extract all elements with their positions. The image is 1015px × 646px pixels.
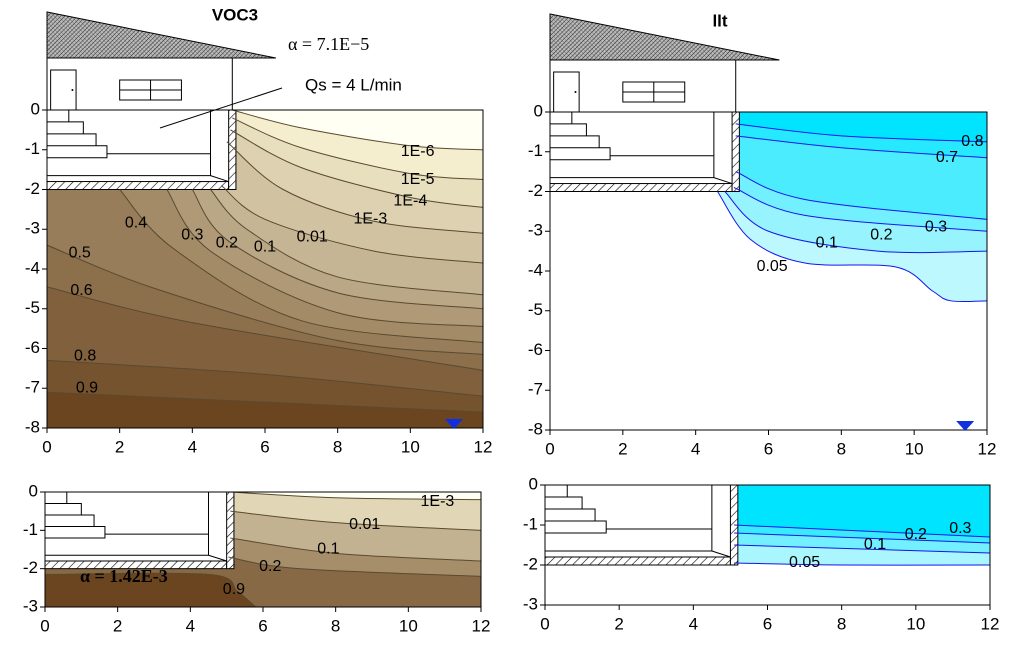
y-tick-label: -1 — [23, 520, 38, 539]
contour-label: 1E-6 — [401, 143, 435, 160]
contour-label: 0.2 — [870, 226, 892, 243]
y-tick-label: -7 — [25, 378, 40, 397]
y-tick-label: -6 — [25, 338, 40, 357]
x-tick-label: 12 — [474, 437, 493, 456]
contour-label: 1E-3 — [421, 493, 455, 510]
y-tick-label: 0 — [29, 481, 38, 500]
page: 1E-6 1E-5 1E-4 1E-3 0.01 0.1 0.2 0.3 0.4 0.5 0.6 0.… — [0, 0, 1015, 646]
x-tick-label: 2 — [614, 614, 623, 633]
x-tick-label: 0 — [545, 439, 554, 458]
y-tick-label: -2 — [528, 181, 543, 200]
x-tick-label: 6 — [258, 616, 267, 635]
annotation: Qs = 4 L/min — [305, 75, 402, 94]
contour-label: 0.9 — [76, 379, 98, 396]
y-tick-label: -1 — [25, 139, 40, 158]
x-tick-label: 12 — [981, 614, 1000, 633]
y-tick-label: -8 — [25, 417, 40, 436]
x-tick-label: 0 — [40, 616, 49, 635]
contour-label: 0.01 — [297, 228, 328, 245]
x-tick-label: 6 — [763, 614, 772, 633]
y-tick-label: -1 — [523, 514, 538, 533]
contour-label: 0.3 — [925, 218, 947, 235]
contour-label: 0.01 — [349, 516, 380, 533]
contour-label: 0.1 — [864, 536, 886, 553]
x-tick-label: 0 — [540, 614, 549, 633]
x-tick-label: 0 — [42, 437, 51, 456]
contour-label: 0.3 — [949, 520, 971, 537]
y-tick-label: -2 — [523, 554, 538, 573]
contour-label: 0.8 — [74, 348, 96, 365]
contour-label: 0.9 — [223, 581, 245, 598]
y-tick-label: -8 — [528, 419, 543, 438]
contour-label: 1E-5 — [401, 171, 435, 188]
contour-label: 0.1 — [317, 541, 339, 558]
y-tick-label: 0 — [529, 474, 538, 493]
y-tick-label: -4 — [528, 260, 543, 279]
x-tick-label: 8 — [837, 439, 846, 458]
x-tick-label: 10 — [401, 437, 420, 456]
contour-label: 0.05 — [757, 258, 788, 275]
x-tick-label: 10 — [906, 614, 925, 633]
door-knob — [574, 91, 576, 93]
y-tick-label: -5 — [25, 298, 40, 317]
contour-label: 0.2 — [905, 526, 927, 543]
y-tick-label: -3 — [528, 221, 543, 240]
contour-label: 0.7 — [936, 149, 958, 166]
x-tick-label: 10 — [399, 616, 418, 635]
x-tick-label: 4 — [186, 616, 195, 635]
x-tick-label: 12 — [472, 616, 491, 635]
contour-label: 0.1 — [254, 238, 276, 255]
y-tick-label: -3 — [23, 596, 38, 615]
annotation: α = 1.42E-3 — [80, 566, 168, 586]
contour-label: 0.5 — [69, 244, 91, 261]
x-tick-label: 6 — [260, 437, 269, 456]
x-tick-label: 8 — [837, 614, 846, 633]
contour-label: 0.6 — [70, 282, 92, 299]
basement-floor — [545, 557, 730, 565]
contour-label: 0.3 — [181, 226, 203, 243]
x-tick-label: 12 — [978, 439, 997, 458]
contour-label: 1E-4 — [393, 193, 427, 210]
y-tick-label: 0 — [31, 99, 40, 118]
contour-label: 0.8 — [961, 133, 983, 150]
chart-title: llt — [712, 11, 727, 30]
roof — [550, 14, 779, 60]
x-tick-label: 10 — [905, 439, 924, 458]
contour-label: 1E-3 — [353, 211, 387, 228]
y-tick-label: -3 — [523, 594, 538, 613]
basement-floor — [550, 184, 732, 192]
plot-area — [545, 485, 990, 605]
contour-label: 0.2 — [259, 558, 281, 575]
x-tick-label: 4 — [188, 437, 197, 456]
y-tick-label: -5 — [528, 300, 543, 319]
x-tick-label: 8 — [331, 616, 340, 635]
y-tick-label: -7 — [528, 380, 543, 399]
basement-floor — [47, 182, 229, 190]
contour-label: 0.1 — [816, 234, 838, 251]
plot-area — [45, 492, 481, 607]
chart-title: VOC3 — [212, 5, 258, 24]
x-tick-label: 2 — [115, 437, 124, 456]
door-knob — [71, 89, 73, 91]
y-tick-label: -2 — [23, 558, 38, 577]
figure: 1E-6 1E-5 1E-4 1E-3 0.01 0.1 0.2 0.3 0.4 0.5 0.6 0.… — [0, 0, 1015, 646]
annotation: α = 7.1E−5 — [288, 34, 369, 54]
y-tick-label: -6 — [528, 340, 543, 359]
y-tick-label: -3 — [25, 219, 40, 238]
x-tick-label: 4 — [691, 439, 700, 458]
x-tick-label: 2 — [618, 439, 627, 458]
x-tick-label: 8 — [333, 437, 342, 456]
y-tick-label: -4 — [25, 258, 40, 277]
contour-label: 0.4 — [125, 215, 147, 232]
y-tick-label: -2 — [25, 179, 40, 198]
contour-label: 0.2 — [216, 234, 238, 251]
x-tick-label: 6 — [764, 439, 773, 458]
y-tick-label: 0 — [534, 101, 543, 120]
y-tick-label: -1 — [528, 141, 543, 160]
contour-label: 0.05 — [789, 554, 820, 571]
x-tick-label: 2 — [113, 616, 122, 635]
x-tick-label: 4 — [689, 614, 698, 633]
